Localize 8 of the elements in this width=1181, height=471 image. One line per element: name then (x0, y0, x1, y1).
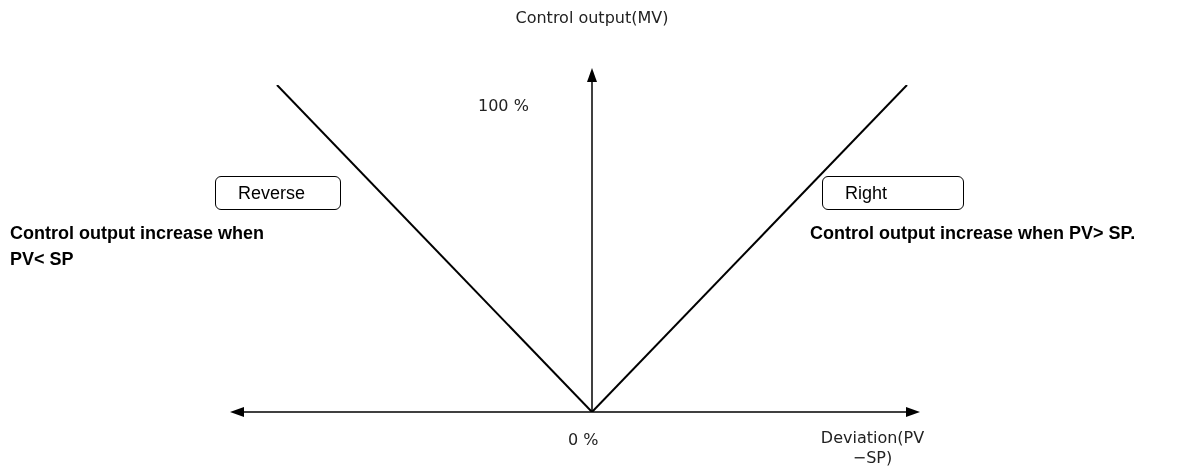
y-axis-title: Control output(MV) (515, 8, 669, 27)
annotation: Control output increase when PV< SP (10, 222, 265, 271)
annotation: 100 % (478, 96, 529, 115)
annotation: Control output increase when PV> SP. (810, 222, 1137, 245)
x-axis-title: Deviation(PV −SP) (819, 428, 926, 468)
text: Reverse (215, 176, 341, 210)
series-label: Right (822, 176, 964, 210)
text: 0 % (568, 430, 599, 449)
